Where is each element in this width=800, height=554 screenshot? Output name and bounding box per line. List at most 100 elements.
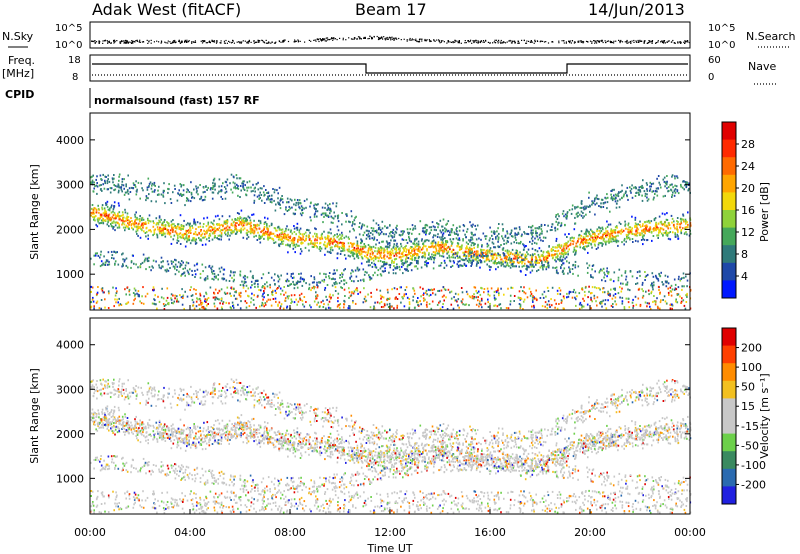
power-echo: [275, 241, 277, 243]
power-echo: [506, 256, 508, 258]
power-echo: [237, 195, 239, 197]
power-echo: [396, 263, 398, 265]
power-echo: [256, 225, 258, 227]
power-echo: [328, 216, 330, 218]
power-echo: [351, 215, 353, 217]
power-echo: [351, 280, 353, 282]
power-echo: [552, 257, 554, 259]
power-echo: [668, 282, 670, 284]
power-echo: [294, 284, 296, 286]
power-echo: [161, 261, 163, 263]
power-echo: [251, 228, 253, 230]
power-echo: [406, 239, 408, 241]
noise-sample: [409, 39, 410, 40]
power-echo: [180, 243, 182, 245]
power-echo: [657, 278, 659, 280]
power-echo: [639, 224, 641, 226]
noise-sample: [591, 41, 592, 42]
power-echo: [263, 238, 265, 240]
power-echo: [265, 232, 267, 234]
power-echo: [300, 273, 302, 275]
power-echo: [207, 275, 209, 277]
power-echo: [580, 237, 582, 239]
power-echo: [558, 250, 560, 252]
noise-sample: [641, 41, 642, 42]
power-echo: [564, 224, 566, 226]
power-echo: [297, 287, 299, 289]
power-echo: [337, 235, 339, 237]
noise-sample: [558, 41, 559, 42]
noise-sample: [663, 40, 664, 41]
power-echo: [543, 252, 545, 254]
power-echo: [519, 251, 521, 253]
power-echo: [510, 261, 512, 263]
power-echo: [673, 220, 675, 222]
noise-sample: [503, 42, 504, 43]
power-echo: [253, 236, 255, 238]
noise-sample: [484, 42, 485, 43]
power-echo: [121, 215, 123, 217]
noise-sample: [660, 41, 661, 42]
power-echo: [653, 199, 655, 201]
power-echo: [674, 177, 676, 179]
power-echo: [409, 252, 411, 254]
power-echo: [296, 202, 298, 204]
power-echo: [557, 255, 559, 257]
power-echo: [667, 226, 669, 228]
power-echo: [510, 252, 512, 254]
noise-sample: [542, 41, 543, 42]
power-echo: [531, 232, 533, 234]
noise-sample: [407, 39, 408, 40]
power-echo: [641, 187, 643, 189]
power-echo: [563, 254, 565, 256]
power-echo: [435, 245, 437, 247]
noise-sample: [178, 41, 179, 42]
power-echo: [271, 199, 273, 201]
power-echo: [650, 185, 652, 187]
noise-sample: [468, 40, 469, 41]
power-echo: [316, 239, 318, 241]
noise-sample: [472, 40, 473, 41]
power-echo: [203, 191, 205, 193]
power-echo: [363, 251, 365, 253]
power-echo: [498, 261, 500, 263]
noise-sample: [225, 43, 226, 44]
power-echo: [602, 199, 604, 201]
power-echo: [529, 241, 531, 243]
power-echo: [246, 187, 248, 189]
power-echo: [505, 257, 507, 259]
power-echo: [102, 204, 104, 206]
power-echo: [178, 240, 180, 242]
power-echo: [218, 274, 220, 276]
power-echo: [269, 225, 271, 227]
power-echo: [303, 236, 305, 238]
power-echo: [248, 187, 250, 189]
power-echo: [168, 183, 170, 185]
power-echo: [502, 230, 504, 232]
power-echo: [221, 224, 223, 226]
power-echo: [403, 239, 405, 241]
power-echo: [503, 243, 505, 245]
noise-sample: [599, 41, 600, 42]
power-echo: [119, 211, 121, 213]
noise-sample: [458, 42, 459, 43]
power-echo: [218, 186, 220, 188]
power-echo: [110, 223, 112, 225]
power-echo: [364, 232, 366, 234]
power-echo: [369, 238, 371, 240]
power-echo: [491, 253, 493, 255]
noise-sample: [330, 39, 331, 40]
power-echo: [649, 190, 651, 192]
power-echo: [286, 280, 288, 282]
noise-sample: [354, 38, 355, 39]
noise-sample: [631, 41, 632, 42]
power-echo: [507, 249, 509, 251]
power-echo: [191, 270, 193, 272]
power-echo: [297, 199, 299, 201]
power-echo: [341, 223, 343, 225]
power-echo: [450, 234, 452, 236]
power-echo: [288, 239, 290, 241]
power-echo: [290, 236, 292, 238]
power-echo: [196, 263, 198, 265]
power-echo: [171, 260, 173, 262]
